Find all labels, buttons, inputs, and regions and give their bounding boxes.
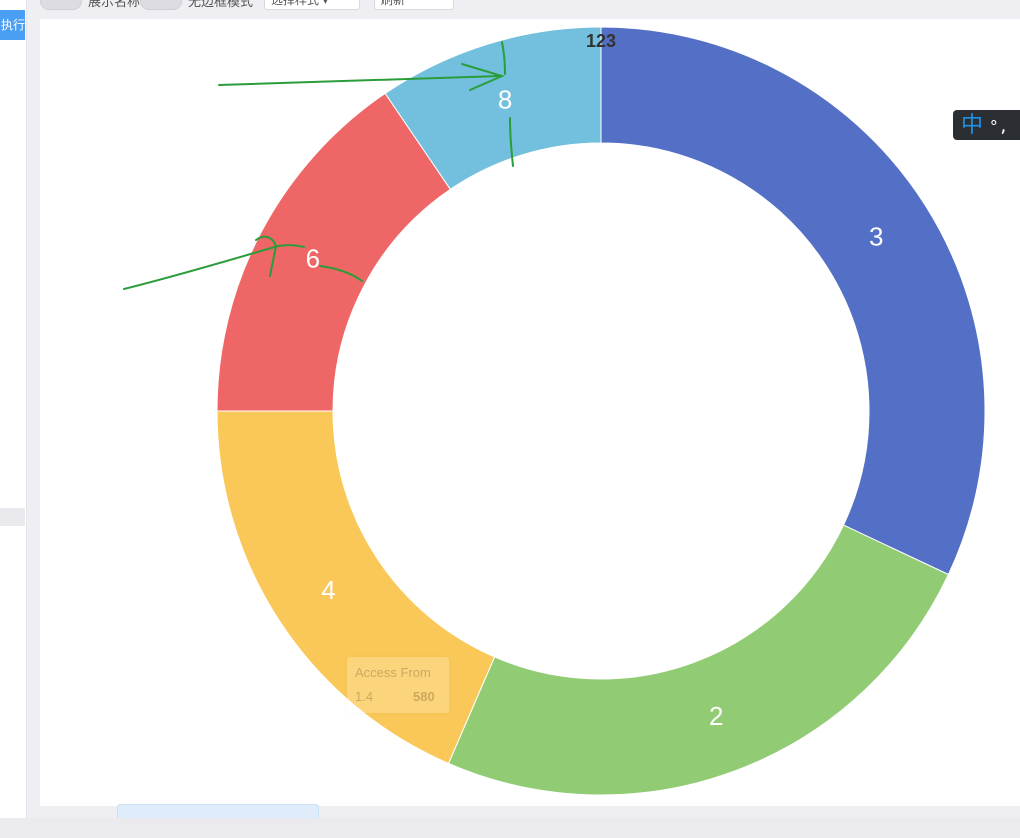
tooltip-ghost: Access From 1.4 580 — [347, 657, 449, 713]
tooltip-title: Access From — [355, 665, 431, 680]
annotation-stroke-mid — [277, 244, 305, 248]
slice-label-3: 6 — [306, 243, 320, 273]
tooltip-series-value: 580 — [413, 689, 435, 704]
center-label: 123 — [586, 31, 616, 51]
toggle-label-2: 无边框模式 — [188, 0, 254, 9]
annotation-stroke-top — [501, 41, 506, 75]
donut-slice-2[interactable] — [216, 410, 496, 765]
refresh-button[interactable]: 刷新 — [374, 0, 454, 10]
toggle-label-1: 展示名称 — [88, 0, 141, 9]
slice-label-4: 8 — [498, 84, 512, 114]
donut-slice-0[interactable] — [600, 26, 986, 576]
annotation-marks — [123, 41, 514, 290]
slice-label-0: 3 — [869, 221, 883, 251]
annotation-arrow-top — [218, 75, 501, 86]
left-panel: 执行 — [0, 0, 27, 838]
toolbar: 展示名称 无边框模式 选择样式 ▾ 刷新 — [26, 0, 1020, 14]
tooltip-series-name: 1.4 — [355, 689, 374, 704]
labels-layer: 3 2 4 6 8 — [306, 84, 884, 731]
run-button[interactable]: 执行 — [0, 10, 25, 40]
slices-layer — [216, 26, 986, 796]
bottom-bar — [0, 818, 1020, 838]
style-select-button[interactable]: 选择样式 ▾ — [264, 0, 360, 10]
annotation-stroke-top-lower — [509, 117, 514, 167]
annotation-arrowhead-mid — [255, 235, 278, 277]
slice-label-2: 4 — [321, 575, 335, 605]
ime-mode-icon: 中 — [961, 112, 984, 137]
annotation-arrow-mid — [123, 245, 279, 290]
ime-indicator[interactable]: 中 °, — [953, 110, 1020, 140]
annotation-stroke-mid-lower — [319, 265, 363, 282]
panel-divider — [0, 508, 25, 526]
annotation-arrowhead-top — [461, 63, 505, 91]
ime-punct-icon: °, — [989, 117, 1009, 136]
donut-slice-3[interactable] — [216, 92, 452, 412]
donut-slice-4[interactable] — [384, 26, 602, 191]
bottom-tab[interactable] — [117, 804, 319, 821]
slice-label-1: 2 — [709, 701, 723, 731]
donut-slice-1[interactable] — [447, 524, 950, 796]
